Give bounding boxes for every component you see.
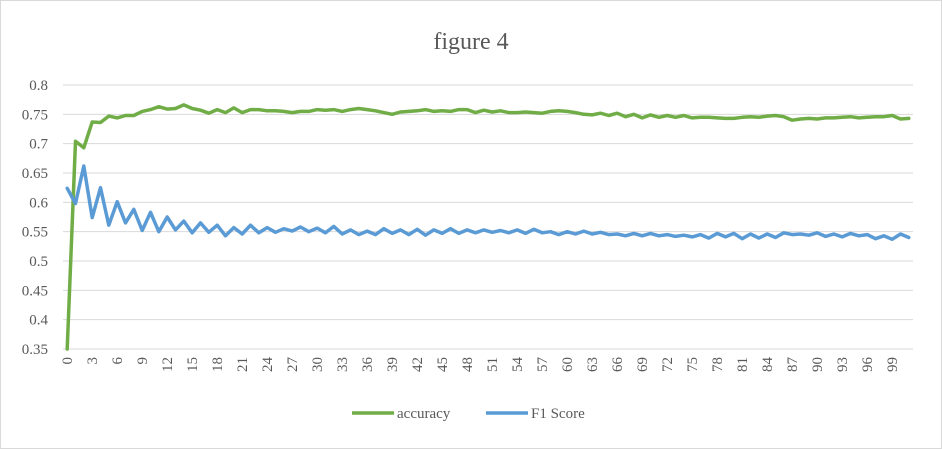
x-tick-label: 63 <box>585 357 601 372</box>
x-tick-label: 21 <box>235 357 251 372</box>
x-tick-label: 81 <box>735 357 751 372</box>
gridlines <box>63 84 913 321</box>
legend: accuracy F1 Score <box>352 406 585 422</box>
x-tick-label: 57 <box>535 357 551 373</box>
x-tick-label: 33 <box>335 357 351 372</box>
series-lines <box>65 103 911 351</box>
x-tick-label: 69 <box>635 357 651 372</box>
y-tick-label: 0.55 <box>22 225 48 241</box>
x-tick-label: 66 <box>610 357 626 373</box>
x-tick-label: 99 <box>885 357 901 372</box>
y-tick-label: 0.75 <box>22 107 48 123</box>
x-tick-label: 87 <box>785 357 801 373</box>
x-tick-label: 39 <box>385 357 401 372</box>
x-tick-label: 42 <box>410 357 426 372</box>
x-tick-label: 36 <box>360 357 376 373</box>
x-axis-tick-labels: 0 3 6 9 12 15 18 21 24 27 30 33 36 39 42 45 48 51 54 57 60 63… <box>60 357 901 373</box>
x-tick-label: 51 <box>485 357 501 372</box>
series-line <box>65 164 911 242</box>
x-tick-label: 48 <box>460 357 476 372</box>
x-tick-label: 45 <box>435 357 451 372</box>
y-tick-label: 0.8 <box>29 78 48 94</box>
x-tick-label: 93 <box>835 357 851 372</box>
y-tick-label: 0.5 <box>29 254 48 270</box>
x-tick-label: 72 <box>660 357 676 372</box>
x-tick-label: 0 <box>60 357 76 365</box>
x-tick-label: 15 <box>185 357 201 372</box>
x-tick-label: 27 <box>285 357 301 373</box>
chart-title: figure 4 <box>433 29 508 55</box>
x-tick-label: 96 <box>860 357 876 373</box>
y-tick-label: 0.45 <box>22 283 48 299</box>
x-tick-label: 3 <box>85 357 101 365</box>
x-tick-label: 12 <box>160 357 176 372</box>
y-tick-label: 0.65 <box>22 166 48 182</box>
x-tick-label: 18 <box>210 357 226 372</box>
y-tick-label: 0.7 <box>29 137 48 153</box>
x-tick-label: 90 <box>810 357 826 372</box>
x-tick-label: 9 <box>135 357 151 365</box>
y-tick-label: 0.35 <box>22 342 48 358</box>
y-axis-tick-labels: 0.35 0.4 0.45 0.5 0.55 0.6 0.65 0.7 0.75 0.8 <box>22 78 49 358</box>
y-tick-label: 0.6 <box>29 195 48 211</box>
x-tick-label: 84 <box>760 357 776 373</box>
series-line <box>65 103 911 351</box>
x-tick-label: 60 <box>560 357 576 372</box>
legend-label: accuracy <box>397 406 451 422</box>
x-tick-label: 6 <box>110 357 126 365</box>
x-tick-label: 54 <box>510 357 526 373</box>
x-tick-label: 78 <box>710 357 726 372</box>
x-tick-label: 75 <box>685 357 701 372</box>
x-tick-label: 24 <box>260 357 276 373</box>
legend-label: F1 Score <box>531 406 585 422</box>
x-tick-label: 30 <box>310 357 326 372</box>
y-tick-label: 0.4 <box>29 313 48 329</box>
